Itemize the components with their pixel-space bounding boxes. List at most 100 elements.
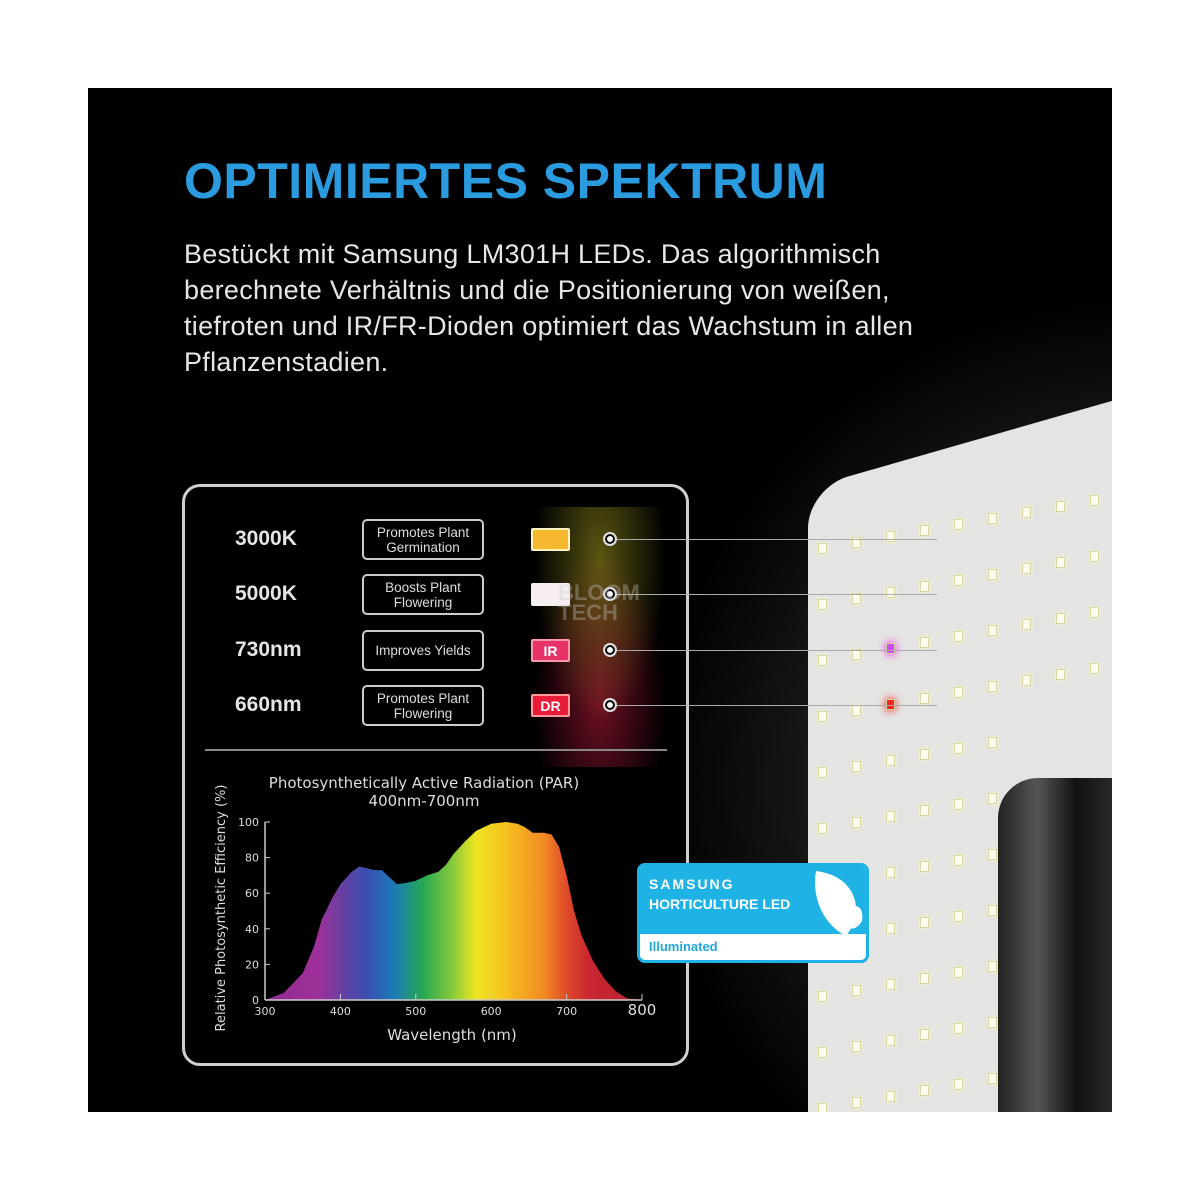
leaf-icon xyxy=(815,871,863,936)
page-title: OPTIMIERTES SPEKTRUM xyxy=(184,153,828,209)
diode-benefit: Promotes Plant Flowering xyxy=(362,685,484,726)
x-axis-label: Wavelength (nm) xyxy=(387,1026,517,1044)
led-diode xyxy=(954,967,963,978)
diode-chip xyxy=(531,583,570,606)
led-diode xyxy=(852,1097,861,1108)
led-diode xyxy=(852,761,861,772)
led-diode xyxy=(954,799,963,810)
led-diode xyxy=(818,1047,827,1058)
x-tick-label: 400 xyxy=(330,1005,351,1018)
diode-label: 3000K xyxy=(235,527,297,550)
description: Bestückt mit Samsung LM301H LEDs. Das al… xyxy=(184,239,914,377)
led-diode xyxy=(818,991,827,1002)
diode-benefit: Promotes Plant Germination xyxy=(362,519,484,560)
pointer-line xyxy=(617,705,937,706)
y-tick-label: 80 xyxy=(245,852,259,865)
led-diode xyxy=(988,849,997,860)
led-diode xyxy=(852,1041,861,1052)
led-diode xyxy=(886,531,895,542)
led-diode xyxy=(818,767,827,778)
led-diode xyxy=(852,593,861,604)
diode-label: 660nm xyxy=(235,693,302,716)
led-diode xyxy=(886,699,895,710)
x-tick-label: 700 xyxy=(556,1005,577,1018)
led-diode xyxy=(1090,607,1099,618)
led-diode xyxy=(818,1103,827,1112)
y-tick-label: 40 xyxy=(245,923,259,936)
diode-row: 5000K Boosts Plant Flowering xyxy=(185,574,937,616)
led-diode xyxy=(818,543,827,554)
led-diode xyxy=(852,817,861,828)
pointer-dot xyxy=(603,643,617,657)
pointer-line xyxy=(617,539,937,540)
par-chart: 300 400 500 600 700 800 0 20 40 60 80 100 Photosynt… xyxy=(214,774,656,1044)
led-diode xyxy=(988,625,997,636)
diode-chip xyxy=(531,528,570,551)
pointer-dot xyxy=(603,532,617,546)
led-diode xyxy=(954,855,963,866)
led-diode xyxy=(954,687,963,698)
led-diode xyxy=(954,519,963,530)
pointer-line xyxy=(617,650,937,651)
x-tick-label: 500 xyxy=(405,1005,426,1018)
x-tick-label: 600 xyxy=(481,1005,502,1018)
led-diode xyxy=(920,805,929,816)
banner: OPTIMIERTES SPEKTRUM Bestückt mit Samsun… xyxy=(88,88,1112,1112)
diode-row: 3000K Promotes Plant Germination xyxy=(185,519,937,561)
x-tick-label: 300 xyxy=(255,1005,276,1018)
diode-benefit: Boosts Plant Flowering xyxy=(362,574,484,615)
led-diode xyxy=(920,861,929,872)
badge-brand: SAMSUNG xyxy=(649,876,735,892)
led-diode xyxy=(954,1079,963,1090)
led-diode xyxy=(920,525,929,536)
led-diode xyxy=(1022,563,1031,574)
led-diode xyxy=(920,917,929,928)
led-diode xyxy=(988,905,997,916)
diode-chip: DR xyxy=(531,694,570,717)
led-diode xyxy=(954,631,963,642)
led-diode xyxy=(954,1023,963,1034)
led-diode xyxy=(886,1091,895,1102)
led-diode xyxy=(988,961,997,972)
badge-line: HORTICULTURE LED xyxy=(649,896,791,912)
led-diode xyxy=(886,755,895,766)
led-diode xyxy=(886,811,895,822)
led-diode xyxy=(920,749,929,760)
led-diode xyxy=(1022,507,1031,518)
led-diode xyxy=(920,1029,929,1040)
led-diode xyxy=(1090,663,1099,674)
led-diode xyxy=(1056,557,1065,568)
led-diode xyxy=(920,1085,929,1096)
y-tick-label: 0 xyxy=(252,994,259,1007)
led-diode xyxy=(920,637,929,648)
led-diode xyxy=(852,537,861,548)
y-tick-label: 60 xyxy=(245,887,259,900)
led-diode xyxy=(818,599,827,610)
samsung-badge: SAMSUNG HORTICULTURE LED Illuminated xyxy=(637,863,869,963)
diode-label: 5000K xyxy=(235,582,297,605)
led-diode xyxy=(886,979,895,990)
led-diode xyxy=(920,693,929,704)
diode-row: 660nm Promotes Plant Flowering DR xyxy=(185,685,937,727)
pointer-line xyxy=(617,594,937,595)
badge-sub: Illuminated xyxy=(649,939,718,954)
led-diode xyxy=(1056,669,1065,680)
fixture-heatsink xyxy=(998,778,1112,1112)
led-diode xyxy=(920,581,929,592)
led-diode xyxy=(818,711,827,722)
pointer-dot xyxy=(603,698,617,712)
led-diode xyxy=(988,1017,997,1028)
led-diode xyxy=(852,985,861,996)
diode-benefit: Improves Yields xyxy=(362,630,484,671)
led-diode xyxy=(988,569,997,580)
led-diode xyxy=(886,643,895,654)
led-diode xyxy=(988,513,997,524)
diode-row: 730nm Improves Yields IR xyxy=(185,630,937,672)
led-diode xyxy=(988,793,997,804)
led-diode xyxy=(1056,613,1065,624)
y-tick-label: 20 xyxy=(245,958,259,971)
led-diode xyxy=(818,823,827,834)
led-diode xyxy=(852,649,861,660)
led-diode xyxy=(988,1073,997,1084)
led-diode xyxy=(954,743,963,754)
